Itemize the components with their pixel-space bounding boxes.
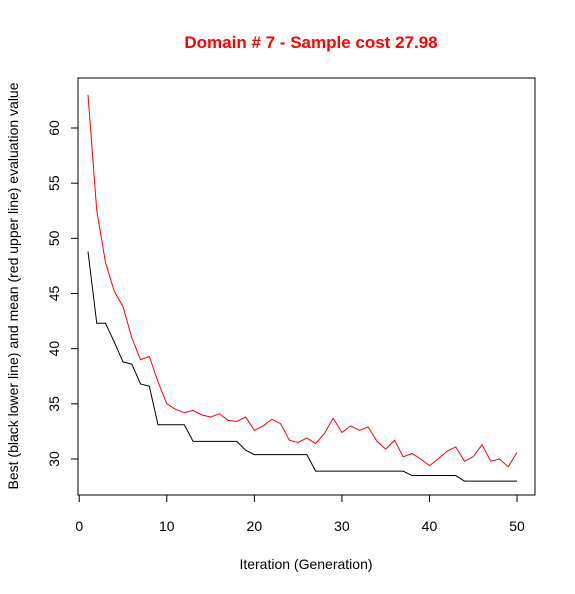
plot-frame bbox=[77, 77, 536, 496]
series-line-mean bbox=[87, 94, 518, 468]
x-tick-label: 40 bbox=[422, 518, 438, 534]
y-tick-label: 35 bbox=[46, 396, 62, 412]
chart-title: Domain # 7 - Sample cost 27.98 bbox=[184, 33, 437, 52]
y-tick-label: 40 bbox=[46, 341, 62, 357]
y-tick-label: 60 bbox=[46, 120, 62, 136]
y-tick-label: 30 bbox=[46, 451, 62, 467]
y-tick-label: 55 bbox=[46, 175, 62, 191]
x-tick-label: 10 bbox=[159, 518, 175, 534]
x-tick-label: 0 bbox=[75, 518, 83, 534]
x-axis-label: Iteration (Generation) bbox=[239, 556, 372, 572]
y-axis: 30 35 40 45 50 55 60 bbox=[46, 120, 79, 467]
series-line-best bbox=[87, 251, 517, 482]
x-tick-label: 30 bbox=[334, 518, 350, 534]
y-axis-label: Best (black lower line) and mean (red up… bbox=[5, 82, 21, 489]
x-tick-label: 20 bbox=[247, 518, 263, 534]
y-tick-label: 45 bbox=[46, 286, 62, 302]
y-tick-label: 50 bbox=[46, 230, 62, 246]
x-tick-label: 50 bbox=[509, 518, 525, 534]
x-axis: 0 10 20 30 40 50 bbox=[75, 494, 525, 534]
series-lines bbox=[87, 94, 518, 482]
